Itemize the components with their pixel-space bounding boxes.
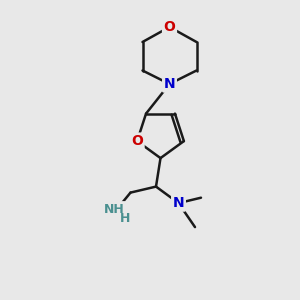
Text: N: N xyxy=(173,196,184,210)
Text: N: N xyxy=(164,77,175,91)
Text: O: O xyxy=(131,134,143,148)
Text: O: O xyxy=(164,20,175,34)
Text: NH: NH xyxy=(103,202,124,216)
Text: H: H xyxy=(120,212,130,225)
